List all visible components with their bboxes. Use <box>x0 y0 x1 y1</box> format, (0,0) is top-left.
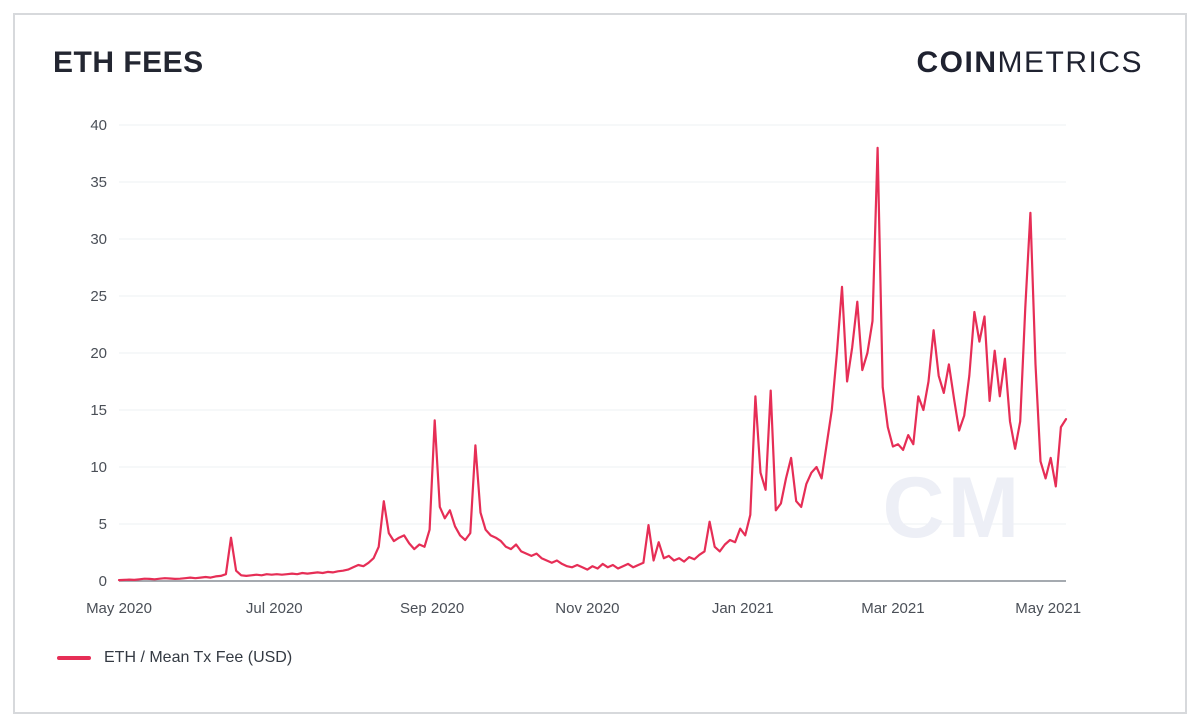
y-tick-label: 30 <box>90 231 107 248</box>
coinmetrics-watermark: CM <box>882 460 1022 556</box>
y-tick-label: 0 <box>99 573 107 590</box>
x-tick-label: Mar 2021 <box>861 600 924 617</box>
chart-legend: ETH / Mean Tx Fee (USD) <box>57 649 1185 667</box>
y-tick-label: 15 <box>90 402 107 419</box>
y-tick-label: 35 <box>90 174 107 191</box>
chart-card: ETH FEES COINMETRICS 0 5 10 15 20 25 30 35 40 May… <box>13 13 1187 714</box>
y-tick-label: 5 <box>99 516 107 533</box>
page-title: ETH FEES <box>53 46 204 79</box>
legend-line-swatch <box>57 656 91 660</box>
y-tick-label: 10 <box>90 459 107 476</box>
chart-header: ETH FEES COINMETRICS <box>15 15 1185 81</box>
logo-coin-text: COIN <box>916 46 998 79</box>
legend-series-label: ETH / Mean Tx Fee (USD) <box>104 649 293 666</box>
x-tick-label: Jan 2021 <box>712 600 774 617</box>
x-tick-label: Jul 2020 <box>246 600 303 617</box>
fee-chart: 0 5 10 15 20 25 30 35 40 May 2020 Jul 2020 Sep 2020… <box>86 117 1081 617</box>
y-tick-label: 25 <box>90 288 107 305</box>
logo-metrics-text: METRICS <box>997 46 1143 79</box>
x-tick-label: May 2021 <box>1015 600 1081 617</box>
x-tick-label: May 2020 <box>86 600 152 617</box>
fee-line-series <box>117 146 1068 582</box>
coinmetrics-logo: COINMETRICS <box>917 45 1144 81</box>
y-tick-label: 20 <box>90 345 107 362</box>
y-tick-label: 40 <box>90 117 107 134</box>
x-tick-label: Sep 2020 <box>400 600 464 617</box>
x-tick-label: Nov 2020 <box>555 600 619 617</box>
